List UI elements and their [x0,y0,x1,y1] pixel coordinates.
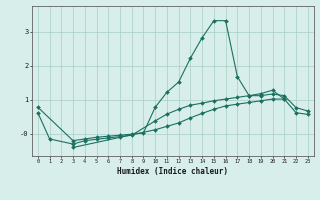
X-axis label: Humidex (Indice chaleur): Humidex (Indice chaleur) [117,167,228,176]
